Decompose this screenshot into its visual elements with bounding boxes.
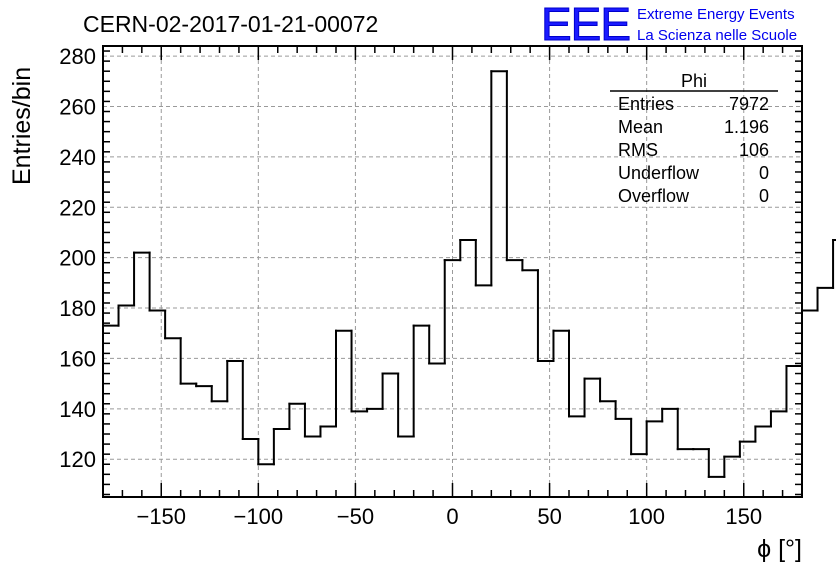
y-axis-title: Entries/bin xyxy=(8,67,36,185)
y-tick-label: 160 xyxy=(59,346,96,371)
stats-value-rms: 106 xyxy=(739,140,769,160)
logo-line-2: La Scienza nelle Scuole xyxy=(637,27,797,44)
x-tick-label: 100 xyxy=(628,504,665,529)
stats-box: Phi Entries 7972 Mean 1.196 RMS 106 Unde… xyxy=(610,71,778,206)
x-tick-label: −150 xyxy=(136,504,186,529)
stats-value-overflow: 0 xyxy=(759,186,769,206)
axis-frame xyxy=(102,45,803,498)
x-tick-label: 0 xyxy=(446,504,458,529)
stats-value-entries: 7972 xyxy=(729,94,769,114)
stats-label-mean: Mean xyxy=(618,117,663,137)
stats-title: Phi xyxy=(681,71,707,91)
stats-value-underflow: 0 xyxy=(759,163,769,183)
stats-label-entries: Entries xyxy=(618,94,674,114)
grid-lines xyxy=(103,46,802,497)
x-tick-label: 50 xyxy=(537,504,561,529)
y-tick-label: 140 xyxy=(59,397,96,422)
x-tick-label: 150 xyxy=(725,504,762,529)
tick-labels: −150 −100 −50 0 50 100 150 120 140 160 180 200 220 24… xyxy=(59,44,762,529)
stats-value-mean: 1.196 xyxy=(724,117,769,137)
y-tick-label: 200 xyxy=(59,246,96,271)
y-tick-label: 260 xyxy=(59,94,96,119)
y-tick-label: 180 xyxy=(59,296,96,321)
chart-title: CERN-02-2017-01-21-00072 xyxy=(83,11,378,37)
stats-label-overflow: Overflow xyxy=(618,186,690,206)
x-axis-title: ϕ [°] xyxy=(757,535,802,563)
x-tick-label: −100 xyxy=(234,504,284,529)
y-tick-label: 280 xyxy=(59,44,96,69)
stats-label-rms: RMS xyxy=(618,140,658,160)
logo-line-1: Extreme Energy Events xyxy=(637,6,795,23)
y-tick-label: 220 xyxy=(59,195,96,220)
stats-label-underflow: Underflow xyxy=(618,163,700,183)
x-tick-label: −50 xyxy=(337,504,374,529)
eee-logo: EEE xyxy=(541,0,630,50)
y-tick-label: 120 xyxy=(59,447,96,472)
y-tick-label: 240 xyxy=(59,145,96,170)
